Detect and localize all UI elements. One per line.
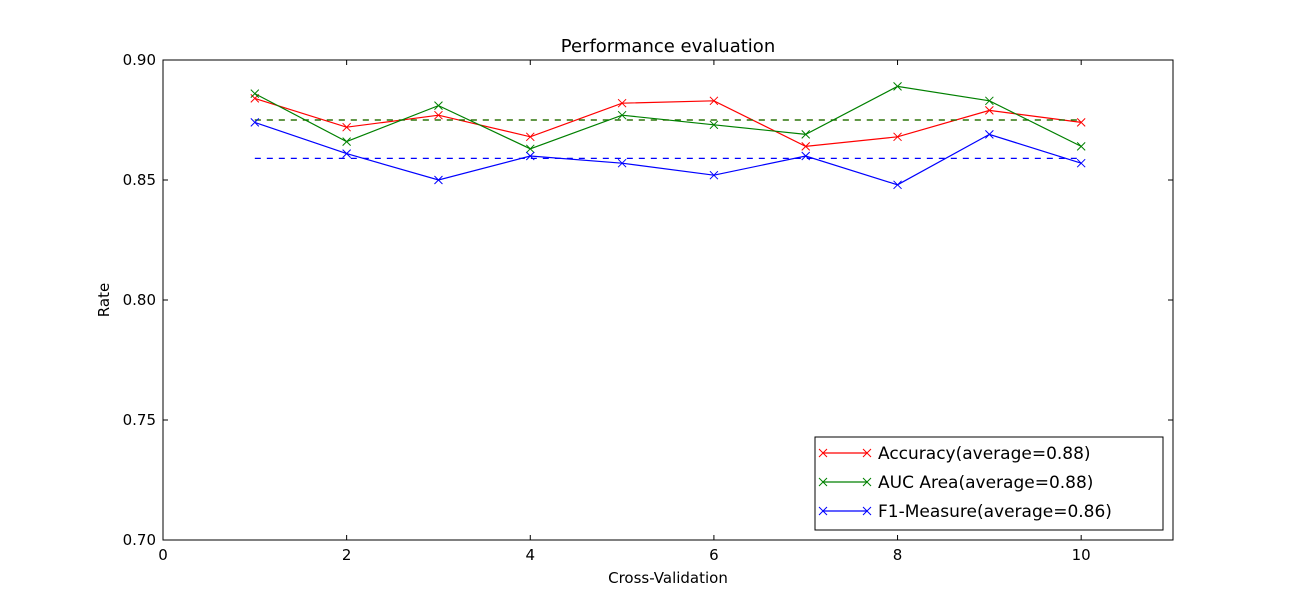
data-point-marker: [709, 120, 719, 130]
series-line: [254, 97, 1082, 148]
legend-entries: Accuracy(average=0.88) AUC Area(average=0…: [818, 444, 1112, 522]
data-point-marker: [250, 89, 260, 98]
data-point-marker: [342, 149, 351, 158]
x-tick-label: 4: [525, 546, 535, 564]
x-tick-label: 8: [893, 546, 903, 564]
y-axis-label: Rate: [95, 283, 113, 317]
series-3: [250, 118, 1086, 190]
legend-label: F1-Measure(average=0.86): [878, 502, 1112, 522]
data-point-marker: [709, 96, 719, 106]
legend-marker: [818, 448, 828, 458]
data-point-marker: [342, 122, 351, 132]
legend-marker: [862, 506, 872, 516]
x-tick-label: 2: [342, 546, 352, 564]
data-point-marker: [1076, 158, 1086, 168]
legend-label: AUC Area(average=0.88): [878, 473, 1093, 493]
data-point-marker: [434, 101, 443, 110]
legend-marker: [862, 448, 872, 458]
series-2: [250, 82, 1086, 154]
data-point-marker: [617, 98, 627, 108]
data-point-marker: [709, 170, 719, 180]
series-1: [250, 94, 1086, 151]
y-axis: 0.70 0.75 0.80 0.85 0.90: [123, 51, 1173, 549]
data-point-marker: [434, 110, 443, 120]
data-point-marker: [617, 158, 627, 168]
data-point-marker: [801, 151, 811, 161]
legend-label: Accuracy(average=0.88): [878, 444, 1091, 464]
data-point-marker: [617, 110, 627, 120]
x-tick-label: 0: [158, 546, 168, 564]
y-tick-label: 0.85: [123, 171, 156, 189]
chart-title: Performance evaluation: [561, 36, 775, 57]
data-point-marker: [342, 137, 351, 146]
data-point-marker: [985, 96, 994, 106]
x-tick-label: 6: [709, 546, 719, 564]
legend-marker: [862, 477, 872, 487]
data-point-marker: [525, 132, 535, 142]
series-line: [254, 121, 1082, 186]
legend: Accuracy(average=0.88) AUC Area(average=0…: [814, 436, 1164, 531]
y-tick-label: 0.70: [123, 531, 156, 549]
data-point-marker: [1076, 142, 1086, 151]
legend-box: [814, 436, 1164, 531]
x-tick-label: 10: [1072, 546, 1091, 564]
data-point-marker: [893, 132, 902, 142]
y-tick-label: 0.90: [123, 51, 156, 69]
legend-marker: [818, 477, 828, 487]
series-line: [254, 85, 1082, 150]
plot-area: [250, 82, 1086, 190]
data-point-marker: [434, 175, 443, 185]
data-point-marker: [893, 180, 902, 190]
x-axis-label: Cross-Validation: [608, 569, 728, 587]
data-point-marker: [250, 118, 260, 127]
x-axis: 0 2 4 6 8 10: [158, 60, 1091, 564]
y-tick-label: 0.75: [123, 411, 156, 429]
data-point-marker: [1076, 118, 1086, 127]
data-point-marker: [801, 130, 811, 139]
data-point-marker: [985, 130, 994, 139]
data-point-marker: [525, 151, 535, 161]
data-point-marker: [801, 142, 811, 151]
y-tick-label: 0.80: [123, 291, 156, 309]
data-point-marker: [525, 144, 535, 154]
data-point-marker: [985, 106, 994, 115]
legend-marker: [818, 506, 828, 516]
data-point-marker: [893, 82, 902, 91]
